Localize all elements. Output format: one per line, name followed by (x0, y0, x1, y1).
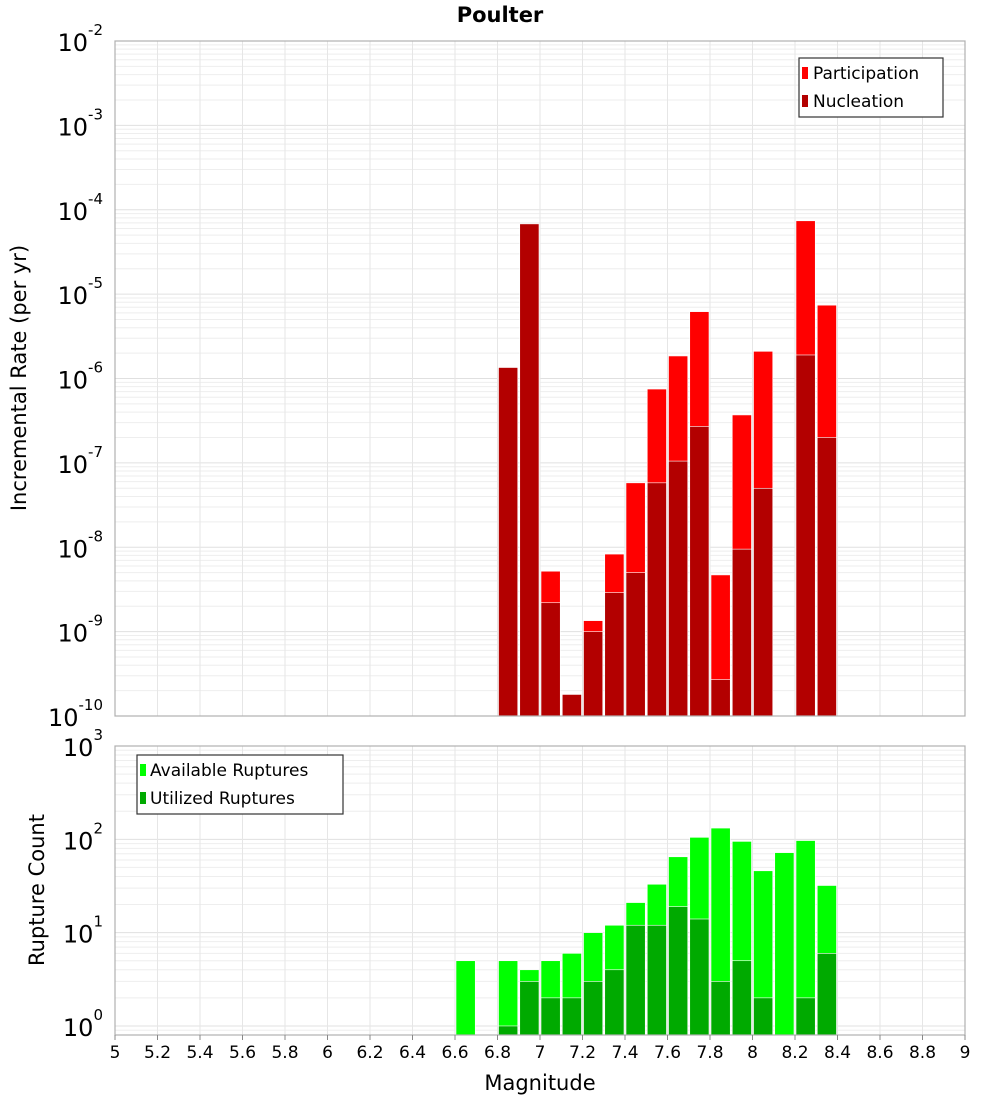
chart-title: Poulter (457, 3, 544, 27)
bottom-legend: Available Ruptures Utilized Ruptures (136, 754, 344, 815)
bar-utilized-ruptures (646, 924, 667, 1036)
x-tick-label: 8.8 (909, 1043, 936, 1063)
x-tick-label: 7.6 (654, 1043, 681, 1063)
bar-nucleation (816, 437, 837, 717)
legend-participation: Participation (813, 64, 919, 84)
top-y-axis-label: Incremental Rate (per yr) (7, 245, 31, 511)
x-tick-label: 8.6 (866, 1043, 893, 1063)
x-tick-label: 6 (322, 1043, 333, 1063)
bar-utilized-ruptures (753, 997, 774, 1036)
y-tick-label: 10-6 (57, 359, 103, 395)
bar-nucleation (604, 592, 625, 717)
x-tick-label: 6.2 (356, 1043, 383, 1063)
x-tick-label: 5.8 (271, 1043, 298, 1063)
participation-swatch (802, 67, 808, 79)
bar-utilized-ruptures (583, 981, 604, 1036)
x-tick-label: 5.2 (144, 1043, 171, 1063)
bar-nucleation (498, 367, 519, 717)
y-tick-label: 10-2 (57, 21, 103, 57)
x-tick-label: 5 (110, 1043, 121, 1063)
bar-nucleation (689, 426, 710, 717)
x-tick-label: 8.4 (824, 1043, 851, 1063)
x-tick-label: 6.4 (399, 1043, 426, 1063)
bottom-y-axis-label: Rupture Count (25, 814, 49, 966)
bar-utilized-ruptures (668, 906, 689, 1036)
bar-utilized-ruptures (689, 918, 710, 1036)
bar-utilized-ruptures (625, 924, 646, 1036)
top-plot-area: 10-2 10-3 10-4 10-5 10-6 10-7 10-8 10-9 10-10 (48, 21, 966, 732)
bar-available-ruptures (455, 960, 476, 1036)
legend-available: Available Ruptures (150, 761, 308, 781)
bar-nucleation (625, 572, 646, 717)
bar-nucleation (710, 679, 731, 717)
bar-nucleation (540, 602, 561, 717)
bar-utilized-ruptures (519, 981, 540, 1036)
x-axis-label: Magnitude (484, 1071, 595, 1095)
y-tick-label: 101 (63, 913, 103, 949)
bar-utilized-ruptures (816, 953, 837, 1036)
x-tick-label: 7.2 (569, 1043, 596, 1063)
x-tick-label: 7.4 (611, 1043, 638, 1063)
bar-utilized-ruptures (795, 997, 816, 1036)
y-tick-label: 10-3 (57, 105, 103, 141)
bar-nucleation (519, 223, 540, 717)
y-tick-label: 10-9 (57, 612, 103, 648)
y-tick-label: 102 (63, 819, 103, 855)
bar-nucleation (731, 548, 752, 717)
y-tick-label: 10-8 (57, 527, 103, 563)
bar-nucleation (795, 354, 816, 717)
x-tick-label: 5.6 (229, 1043, 256, 1063)
plot-border (114, 40, 966, 717)
y-tick-label: 10-7 (57, 443, 103, 479)
bar-utilized-ruptures (731, 960, 752, 1036)
legend-utilized: Utilized Ruptures (150, 789, 295, 809)
bar-utilized-ruptures (710, 981, 731, 1036)
bar-utilized-ruptures (561, 997, 582, 1036)
bar-nucleation (561, 694, 582, 717)
bar-available-ruptures (498, 960, 519, 1036)
nucleation-swatch (802, 95, 808, 107)
x-tick-label: 9 (960, 1043, 971, 1063)
bar-nucleation (583, 631, 604, 717)
utilized-swatch (140, 792, 146, 804)
available-swatch (140, 764, 146, 776)
y-tick-label: 100 (63, 1006, 103, 1042)
bar-nucleation (668, 460, 689, 717)
x-tick-label: 7.8 (696, 1043, 723, 1063)
y-tick-label: 10-4 (57, 190, 103, 226)
x-tick-label: 8.2 (781, 1043, 808, 1063)
bar-nucleation (753, 487, 774, 717)
x-tick-label: 6.8 (484, 1043, 511, 1063)
bar-nucleation (646, 482, 667, 717)
bar-utilized-ruptures (540, 997, 561, 1036)
y-tick-label: 10-5 (57, 274, 103, 310)
y-tick-label: 103 (63, 726, 103, 762)
bar-utilized-ruptures (604, 969, 625, 1036)
legend-nucleation: Nucleation (813, 92, 904, 112)
top-legend: Participation Nucleation (798, 57, 944, 118)
x-tick-label: 6.6 (441, 1043, 468, 1063)
bar-utilized-ruptures (498, 1025, 519, 1036)
y-tick-label: 10-10 (48, 696, 103, 732)
x-tick-label: 5.4 (186, 1043, 213, 1063)
bar-available-ruptures (774, 852, 795, 1036)
x-tick-label: 8 (747, 1043, 758, 1063)
x-tick-label: 7 (535, 1043, 546, 1063)
